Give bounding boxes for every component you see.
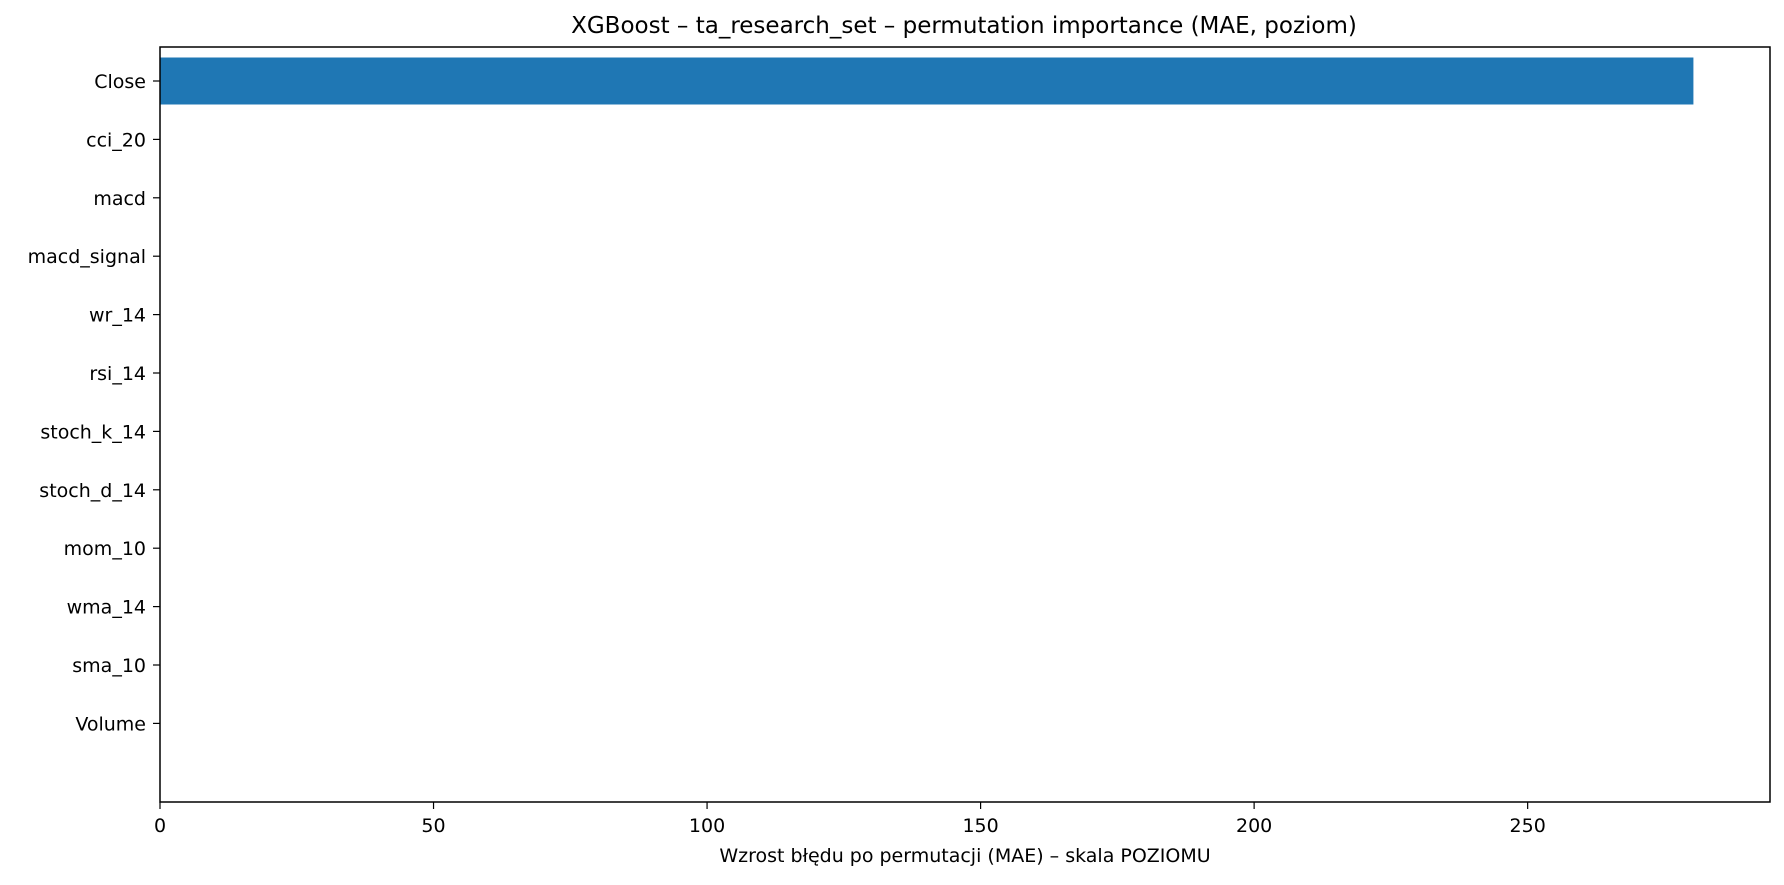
y-tick-label: rsi_14 <box>89 363 146 385</box>
x-tick-label: 0 <box>154 815 166 837</box>
x-tick-label: 150 <box>962 815 998 837</box>
y-tick-label: Close <box>94 71 146 93</box>
y-tick-label: wr_14 <box>89 305 146 327</box>
y-tick-label: Volume <box>75 713 146 735</box>
y-tick-label: sma_10 <box>72 655 146 677</box>
y-tick-label: stoch_d_14 <box>39 480 146 502</box>
y-tick-label: macd_signal <box>28 246 146 268</box>
bars-layer <box>160 57 1694 105</box>
x-tick-label: 50 <box>421 815 445 837</box>
y-tick-label: stoch_k_14 <box>40 421 146 443</box>
bar-Close <box>160 57 1694 105</box>
x-tick-label: 250 <box>1510 815 1546 837</box>
x-tick-label: 100 <box>689 815 725 837</box>
y-tick-label: mom_10 <box>64 538 146 560</box>
x-axis-ticks: 0 50 100 150 200 250 <box>154 802 1546 837</box>
y-tick-label: cci_20 <box>86 129 146 151</box>
y-tick-label: wma_14 <box>67 597 146 619</box>
y-tick-label: macd <box>93 188 146 210</box>
plot-frame <box>159 46 1771 803</box>
x-axis-label: Wzrost błędu po permutacji (MAE) – skala… <box>719 845 1210 867</box>
chart-title: XGBoost – ta_research_set – permutation … <box>571 13 1357 39</box>
x-tick-label: 200 <box>1236 815 1272 837</box>
